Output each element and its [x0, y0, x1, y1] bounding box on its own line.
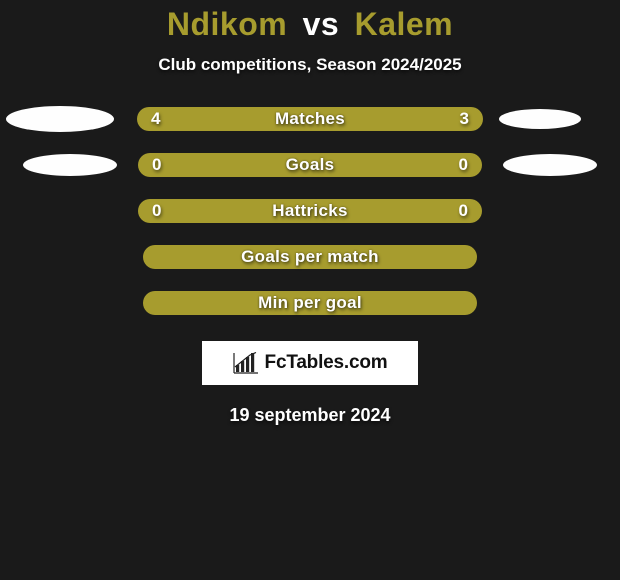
stat-label: Hattricks: [272, 201, 347, 221]
stat-bar: 0 Goals 0: [138, 153, 482, 177]
stat-bar: 0 Hattricks 0: [138, 199, 482, 223]
stat-bar: Goals per match: [143, 245, 477, 269]
stat-row: 0 Goals 0: [0, 153, 620, 177]
stat-value-right: 0: [459, 155, 468, 175]
stat-value-left: 0: [152, 155, 161, 175]
stat-bar: Min per goal: [143, 291, 477, 315]
stat-value-right: 3: [460, 109, 469, 129]
stat-value-left: 0: [152, 201, 161, 221]
stat-value-right: 0: [459, 201, 468, 221]
stat-label: Matches: [275, 109, 345, 129]
player-b-name: Kalem: [355, 6, 454, 42]
stat-label: Goals: [286, 155, 335, 175]
right-marker-ellipse: [503, 154, 597, 176]
left-marker-ellipse: [23, 154, 117, 176]
left-marker-ellipse: [6, 106, 114, 132]
subtitle: Club competitions, Season 2024/2025: [0, 55, 620, 75]
stat-row: Min per goal: [0, 291, 620, 315]
vs-separator: vs: [303, 6, 340, 42]
date-label: 19 september 2024: [0, 405, 620, 426]
stat-label: Min per goal: [258, 293, 362, 313]
comparison-card: Ndikom vs Kalem Club competitions, Seaso…: [0, 0, 620, 580]
logo-text: FcTables.com: [265, 352, 388, 374]
stat-value-left: 4: [151, 109, 160, 129]
stat-row: 0 Hattricks 0: [0, 199, 620, 223]
page-title: Ndikom vs Kalem: [0, 0, 620, 43]
player-a-name: Ndikom: [167, 6, 287, 42]
logo-box: FcTables.com: [202, 341, 418, 385]
stat-row: Goals per match: [0, 245, 620, 269]
stat-label: Goals per match: [241, 247, 379, 267]
right-marker-ellipse: [499, 109, 581, 129]
bar-chart-icon: [233, 352, 259, 374]
stat-row: 4 Matches 3: [0, 107, 620, 131]
stats-rows: 4 Matches 3 0 Goals 0 0 Hattricks 0 Goals per mat…: [0, 107, 620, 315]
stat-bar: 4 Matches 3: [137, 107, 483, 131]
